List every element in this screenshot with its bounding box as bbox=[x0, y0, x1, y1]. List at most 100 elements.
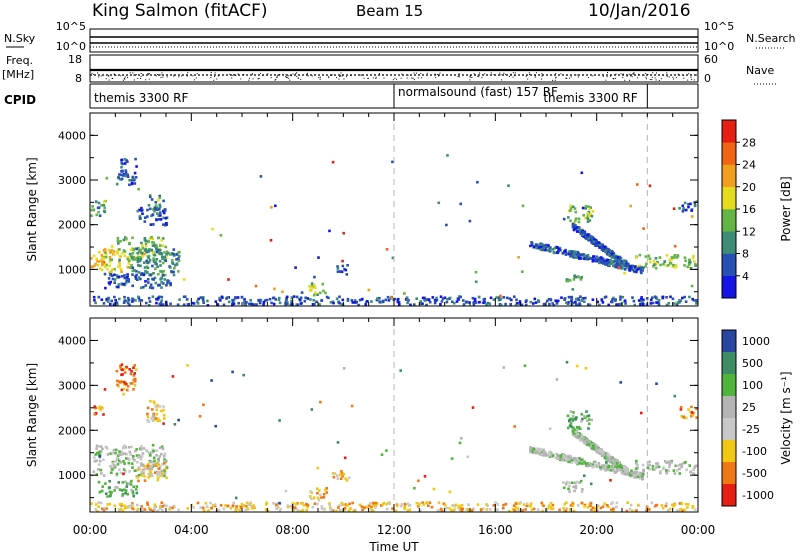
scatter-cell bbox=[137, 263, 140, 267]
nave-point bbox=[606, 72, 608, 74]
nave-point bbox=[193, 79, 195, 81]
scatter-cell bbox=[97, 501, 101, 504]
scatter-cell bbox=[120, 494, 124, 498]
nave-point bbox=[360, 74, 362, 76]
scatter-cell bbox=[625, 509, 629, 513]
scatter-cell bbox=[573, 207, 577, 210]
scatter-cell bbox=[568, 484, 571, 488]
scatter-cell bbox=[143, 508, 147, 511]
nave-point bbox=[612, 78, 614, 80]
scatter-cell bbox=[603, 467, 606, 471]
scatter-cell bbox=[574, 416, 578, 420]
scatter-cell bbox=[448, 490, 452, 494]
scatter-cell bbox=[135, 273, 138, 277]
scatter-cell bbox=[136, 460, 139, 464]
scatter-cell bbox=[155, 263, 158, 266]
scatter-cell bbox=[547, 244, 550, 247]
nave-point bbox=[649, 79, 651, 81]
scatter-cell bbox=[618, 468, 622, 472]
nave-point bbox=[651, 79, 653, 81]
scatter-cell bbox=[691, 256, 695, 260]
scatter-cell bbox=[485, 503, 488, 506]
scatter-cell bbox=[563, 502, 567, 506]
scatter-cell bbox=[146, 412, 149, 416]
scatter-cell bbox=[156, 403, 159, 407]
scatter-cell bbox=[684, 461, 687, 464]
nave-point bbox=[479, 72, 481, 74]
colorbar-segment bbox=[722, 186, 736, 210]
scatter-cell bbox=[384, 298, 388, 302]
nave-point bbox=[652, 72, 654, 74]
scatter-cell bbox=[106, 503, 109, 506]
scatter-cell bbox=[137, 257, 141, 261]
scatter-cell bbox=[336, 265, 339, 268]
scatter-cell bbox=[609, 479, 612, 482]
nave-point bbox=[233, 74, 235, 76]
scatter-cell bbox=[654, 257, 658, 260]
scatter-cell bbox=[170, 270, 173, 273]
scatter-cell bbox=[162, 455, 166, 458]
scatter-cell bbox=[591, 442, 594, 445]
scatter-cell bbox=[641, 268, 644, 271]
scatter-cell bbox=[575, 256, 578, 259]
scatter-cell bbox=[419, 302, 422, 306]
scatter-cell bbox=[562, 251, 565, 255]
scatter-cell bbox=[648, 460, 651, 464]
scatter-cell bbox=[576, 480, 579, 484]
scatter-cell bbox=[132, 494, 136, 498]
nave-point bbox=[622, 77, 624, 79]
scatter-cell bbox=[610, 465, 613, 469]
scatter-cell bbox=[172, 270, 175, 274]
scatter-cell bbox=[587, 214, 591, 218]
scatter-cell bbox=[338, 504, 341, 507]
scatter-cell bbox=[579, 231, 582, 234]
scatter-cell bbox=[120, 373, 123, 377]
scatter-cell bbox=[381, 299, 385, 303]
scatter-cell bbox=[419, 509, 422, 513]
nave-point bbox=[288, 75, 290, 77]
scatter-cell bbox=[245, 301, 248, 304]
scatter-cell bbox=[451, 504, 454, 507]
scatter-cell bbox=[583, 254, 586, 258]
scatter-cell bbox=[683, 508, 686, 512]
scatter-cell bbox=[164, 223, 167, 227]
scatter-cell bbox=[342, 231, 345, 235]
scatter-cell bbox=[428, 501, 432, 504]
scatter-cell bbox=[135, 165, 138, 168]
scatter-cell bbox=[366, 300, 369, 303]
scatter-cell bbox=[111, 468, 114, 471]
scatter-cell bbox=[97, 260, 101, 263]
scatter-cell bbox=[572, 428, 576, 431]
scatter-cell bbox=[301, 508, 305, 512]
scatter-cell bbox=[585, 419, 589, 422]
scatter-cell bbox=[120, 363, 124, 366]
scatter-cell bbox=[306, 505, 309, 509]
colorbar-segment bbox=[722, 418, 736, 441]
scatter-cell bbox=[196, 501, 200, 505]
scatter-cell bbox=[595, 465, 599, 468]
scatter-cell bbox=[574, 486, 578, 490]
scatter-cell bbox=[103, 206, 106, 210]
scatter-cell bbox=[607, 263, 611, 266]
scatter-cell bbox=[612, 296, 615, 300]
nave-point bbox=[614, 77, 616, 79]
scatter-cell bbox=[695, 200, 698, 203]
scatter-cell bbox=[603, 456, 607, 459]
nave-point bbox=[133, 74, 135, 76]
scatter-cell bbox=[580, 275, 583, 279]
nave-point bbox=[147, 72, 149, 74]
scatter-cell bbox=[332, 301, 335, 305]
nave-point bbox=[400, 77, 402, 79]
nave-point bbox=[383, 77, 385, 79]
scatter-cell bbox=[165, 476, 168, 480]
scatter-cell bbox=[385, 449, 388, 452]
scatter-cell bbox=[318, 303, 321, 306]
scatter-cell bbox=[152, 223, 155, 226]
scatter-cell bbox=[626, 468, 629, 471]
scatter-cell bbox=[570, 458, 574, 462]
scatter-cell bbox=[620, 261, 623, 265]
scatter-cell bbox=[124, 507, 127, 510]
scatter-cell bbox=[346, 297, 350, 301]
scatter-cell bbox=[156, 212, 159, 215]
scatter-cell bbox=[586, 234, 590, 237]
